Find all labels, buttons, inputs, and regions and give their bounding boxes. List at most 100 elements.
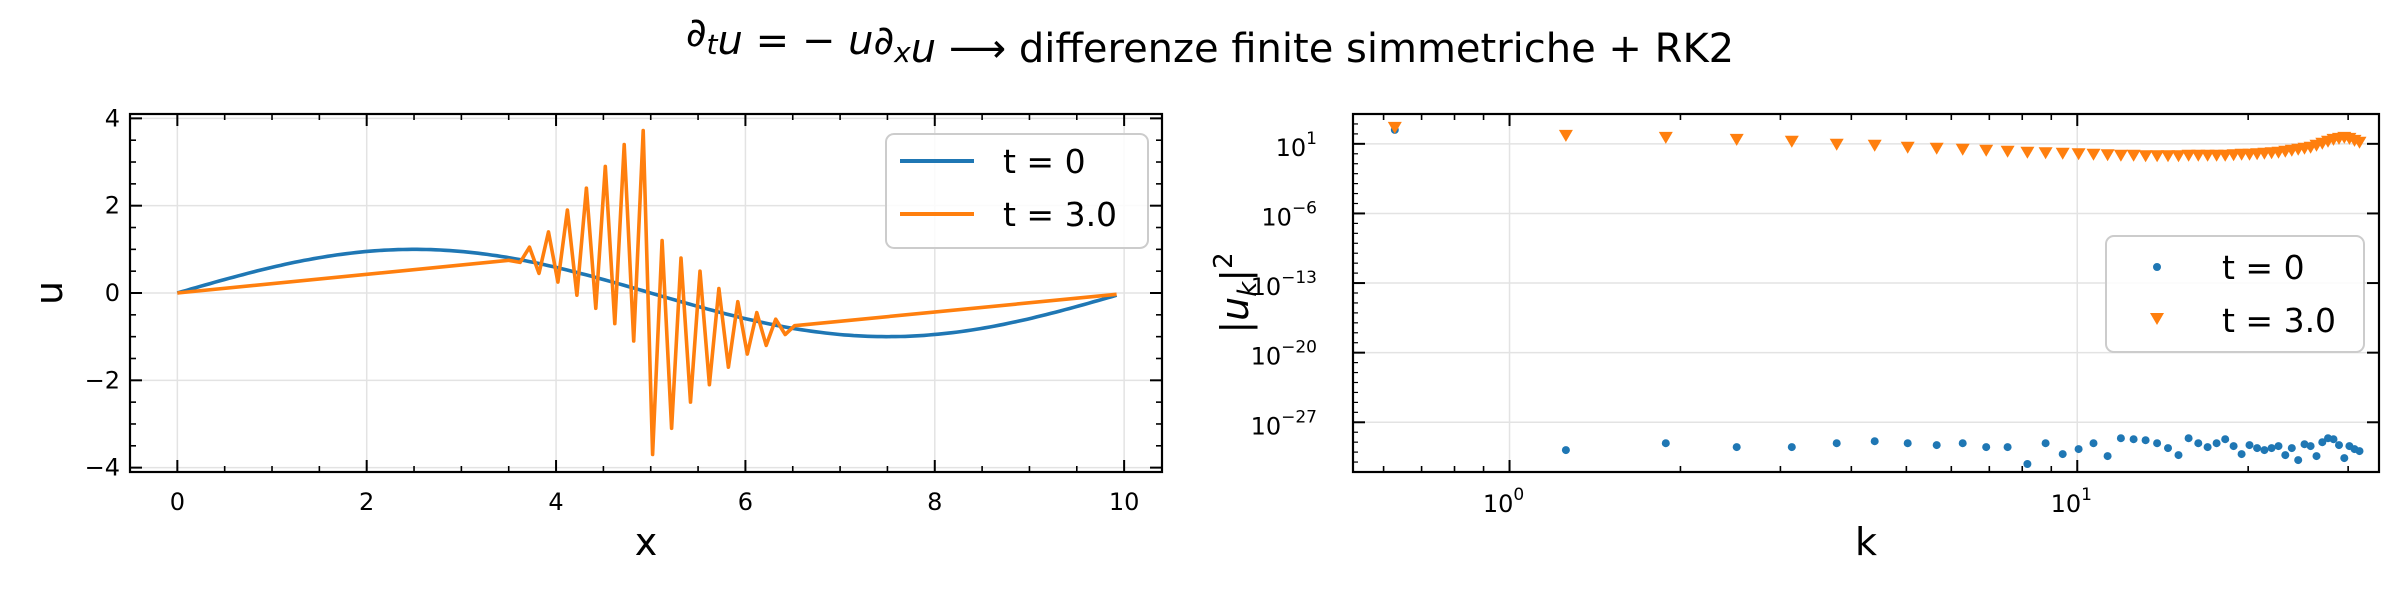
scatter-point-t0 [1832, 439, 1841, 448]
scatter-point-t0 [2203, 443, 2212, 452]
scatter-point-t3 [1867, 139, 1882, 152]
left-chart-panel: 0 2 4 6 8 10 −4 −2 0 2 4 x u t = 0 t = 3.0 [27, 104, 1164, 564]
scatter-point-t0 [2253, 444, 2262, 453]
right-x-tick-label: 100 [1483, 485, 1524, 518]
scatter-point-t0 [2237, 450, 2246, 459]
figure-title: ∂tu = − u∂xu ⟶ differenze finite simmetr… [686, 10, 1734, 72]
left-y-tick-label: −4 [85, 454, 120, 482]
scatter-point-t0 [2003, 443, 2012, 452]
left-legend: t = 0 t = 3.0 [885, 133, 1149, 249]
scatter-point-t0 [1870, 437, 1879, 446]
scatter-point-t0 [2041, 439, 2050, 448]
left-x-tick-label: 4 [548, 488, 563, 516]
scatter-point-t3 [2055, 147, 2070, 160]
scatter-point-t0 [2058, 450, 2067, 459]
scatter-point-t0 [1903, 439, 1912, 448]
scatter-point-t3 [2200, 149, 2215, 162]
right-y-tick-label: 101 [1276, 129, 1317, 162]
scatter-point-t3 [2113, 149, 2128, 162]
left-y-tick-label: 2 [105, 192, 120, 220]
right-legend-marker-t3 [2150, 313, 2164, 325]
scatter-point-t3 [2000, 145, 2015, 158]
svg-text:|uk|2: |uk|2 [1209, 252, 1263, 333]
scatter-point-t0 [2260, 446, 2269, 455]
scatter-point-t0 [1932, 441, 1941, 450]
scatter-point-t0 [2318, 438, 2327, 447]
scatter-point-t0 [1661, 439, 1670, 448]
scatter-point-t3 [1979, 144, 1994, 157]
scatter-point-t0 [2300, 440, 2309, 449]
scatter-point-t0 [1561, 446, 1570, 455]
scatter-point-t3 [1900, 141, 1915, 154]
left-x-axis-label: x [635, 520, 658, 564]
scatter-point-t0 [2116, 434, 2125, 443]
scatter-point-t0 [2312, 452, 2321, 461]
scatter-point-t0 [2229, 442, 2238, 451]
scatter-point-t0 [2103, 452, 2112, 461]
left-legend-label-t3: t = 3.0 [1003, 195, 1117, 234]
scatter-point-t0 [2281, 451, 2290, 460]
right-y-axis-label: |uk|2 [1209, 252, 1263, 333]
scatter-point-t0 [2294, 456, 2303, 465]
scatter-point-t3 [2181, 149, 2196, 162]
line-series-t3 [177, 128, 1117, 457]
scatter-point-t3 [2100, 149, 2115, 162]
right-y-tick-label: 10−6 [1261, 198, 1317, 231]
scatter-point-t3 [2071, 148, 2086, 161]
left-y-tick-label: 0 [105, 279, 120, 307]
scatter-point-t3 [2352, 136, 2367, 149]
left-ticks: 0 2 4 6 8 10 −4 −2 0 2 4 [85, 104, 1162, 516]
left-legend-label-t0: t = 0 [1003, 142, 1086, 181]
scatter-point-t3 [2126, 149, 2141, 162]
scatter-point-t0 [2174, 451, 2183, 460]
scatter-point-t0 [2274, 442, 2283, 451]
scatter-point-t3 [2086, 148, 2101, 161]
left-x-tick-label: 10 [1109, 488, 1140, 516]
scatter-point-t3 [1955, 143, 1970, 156]
scatter-point-t0 [2329, 435, 2338, 444]
scatter-point-t0 [2221, 435, 2230, 444]
scatter-point-t0 [2153, 439, 2162, 448]
scatter-point-t0 [2267, 444, 2276, 453]
scatter-point-t0 [1958, 439, 1967, 448]
scatter-point-t0 [2141, 436, 2150, 445]
scatter-point-t3 [2038, 147, 2053, 160]
scatter-point-t3 [1729, 133, 1744, 146]
right-x-tick-label: 101 [2051, 485, 2092, 518]
scatter-point-t3 [1829, 138, 1844, 151]
scatter-point-t3 [2138, 150, 2153, 163]
scatter-point-t3 [1387, 121, 1402, 134]
right-legend-frame [2105, 235, 2365, 353]
right-points [1387, 121, 2367, 468]
right-legend-label-t0: t = 0 [2222, 248, 2305, 287]
scatter-point-t0 [2335, 441, 2343, 450]
scatter-point-t0 [1982, 443, 1991, 452]
scatter-point-t3 [1929, 142, 1944, 155]
scatter-point-t0 [2245, 441, 2254, 450]
scatter-point-t3 [1658, 131, 1673, 144]
scatter-point-t3 [2020, 146, 2035, 159]
scatter-point-t0 [2089, 439, 2098, 448]
left-lines [176, 128, 1118, 457]
scatter-point-t0 [2074, 445, 2083, 454]
left-x-tick-label: 2 [359, 488, 374, 516]
scatter-point-t0 [2355, 447, 2364, 456]
scatter-point-t3 [1784, 135, 1799, 148]
right-legend: t = 0 t = 3.0 [2105, 235, 2365, 353]
scatter-point-t0 [2287, 444, 2296, 453]
left-x-tick-label: 0 [170, 488, 185, 516]
scatter-point-t3 [2150, 150, 2165, 163]
scatter-point-t0 [1787, 443, 1796, 452]
right-y-tick-label: 10−20 [1251, 338, 1317, 371]
left-y-tick-label: 4 [105, 104, 120, 132]
left-y-tick-label: −2 [85, 366, 120, 394]
left-y-axis-label: u [27, 281, 71, 305]
scatter-point-t0 [2023, 460, 2032, 468]
right-legend-marker-t0 [2153, 263, 2161, 271]
right-legend-label-t3: t = 3.0 [2222, 301, 2336, 340]
scatter-point-t0 [2194, 439, 2203, 448]
right-y-tick-label: 10−27 [1251, 407, 1317, 440]
scatter-point-t0 [2306, 442, 2315, 451]
right-x-axis-label: k [1855, 520, 1877, 564]
scatter-point-t3 [2191, 149, 2206, 162]
